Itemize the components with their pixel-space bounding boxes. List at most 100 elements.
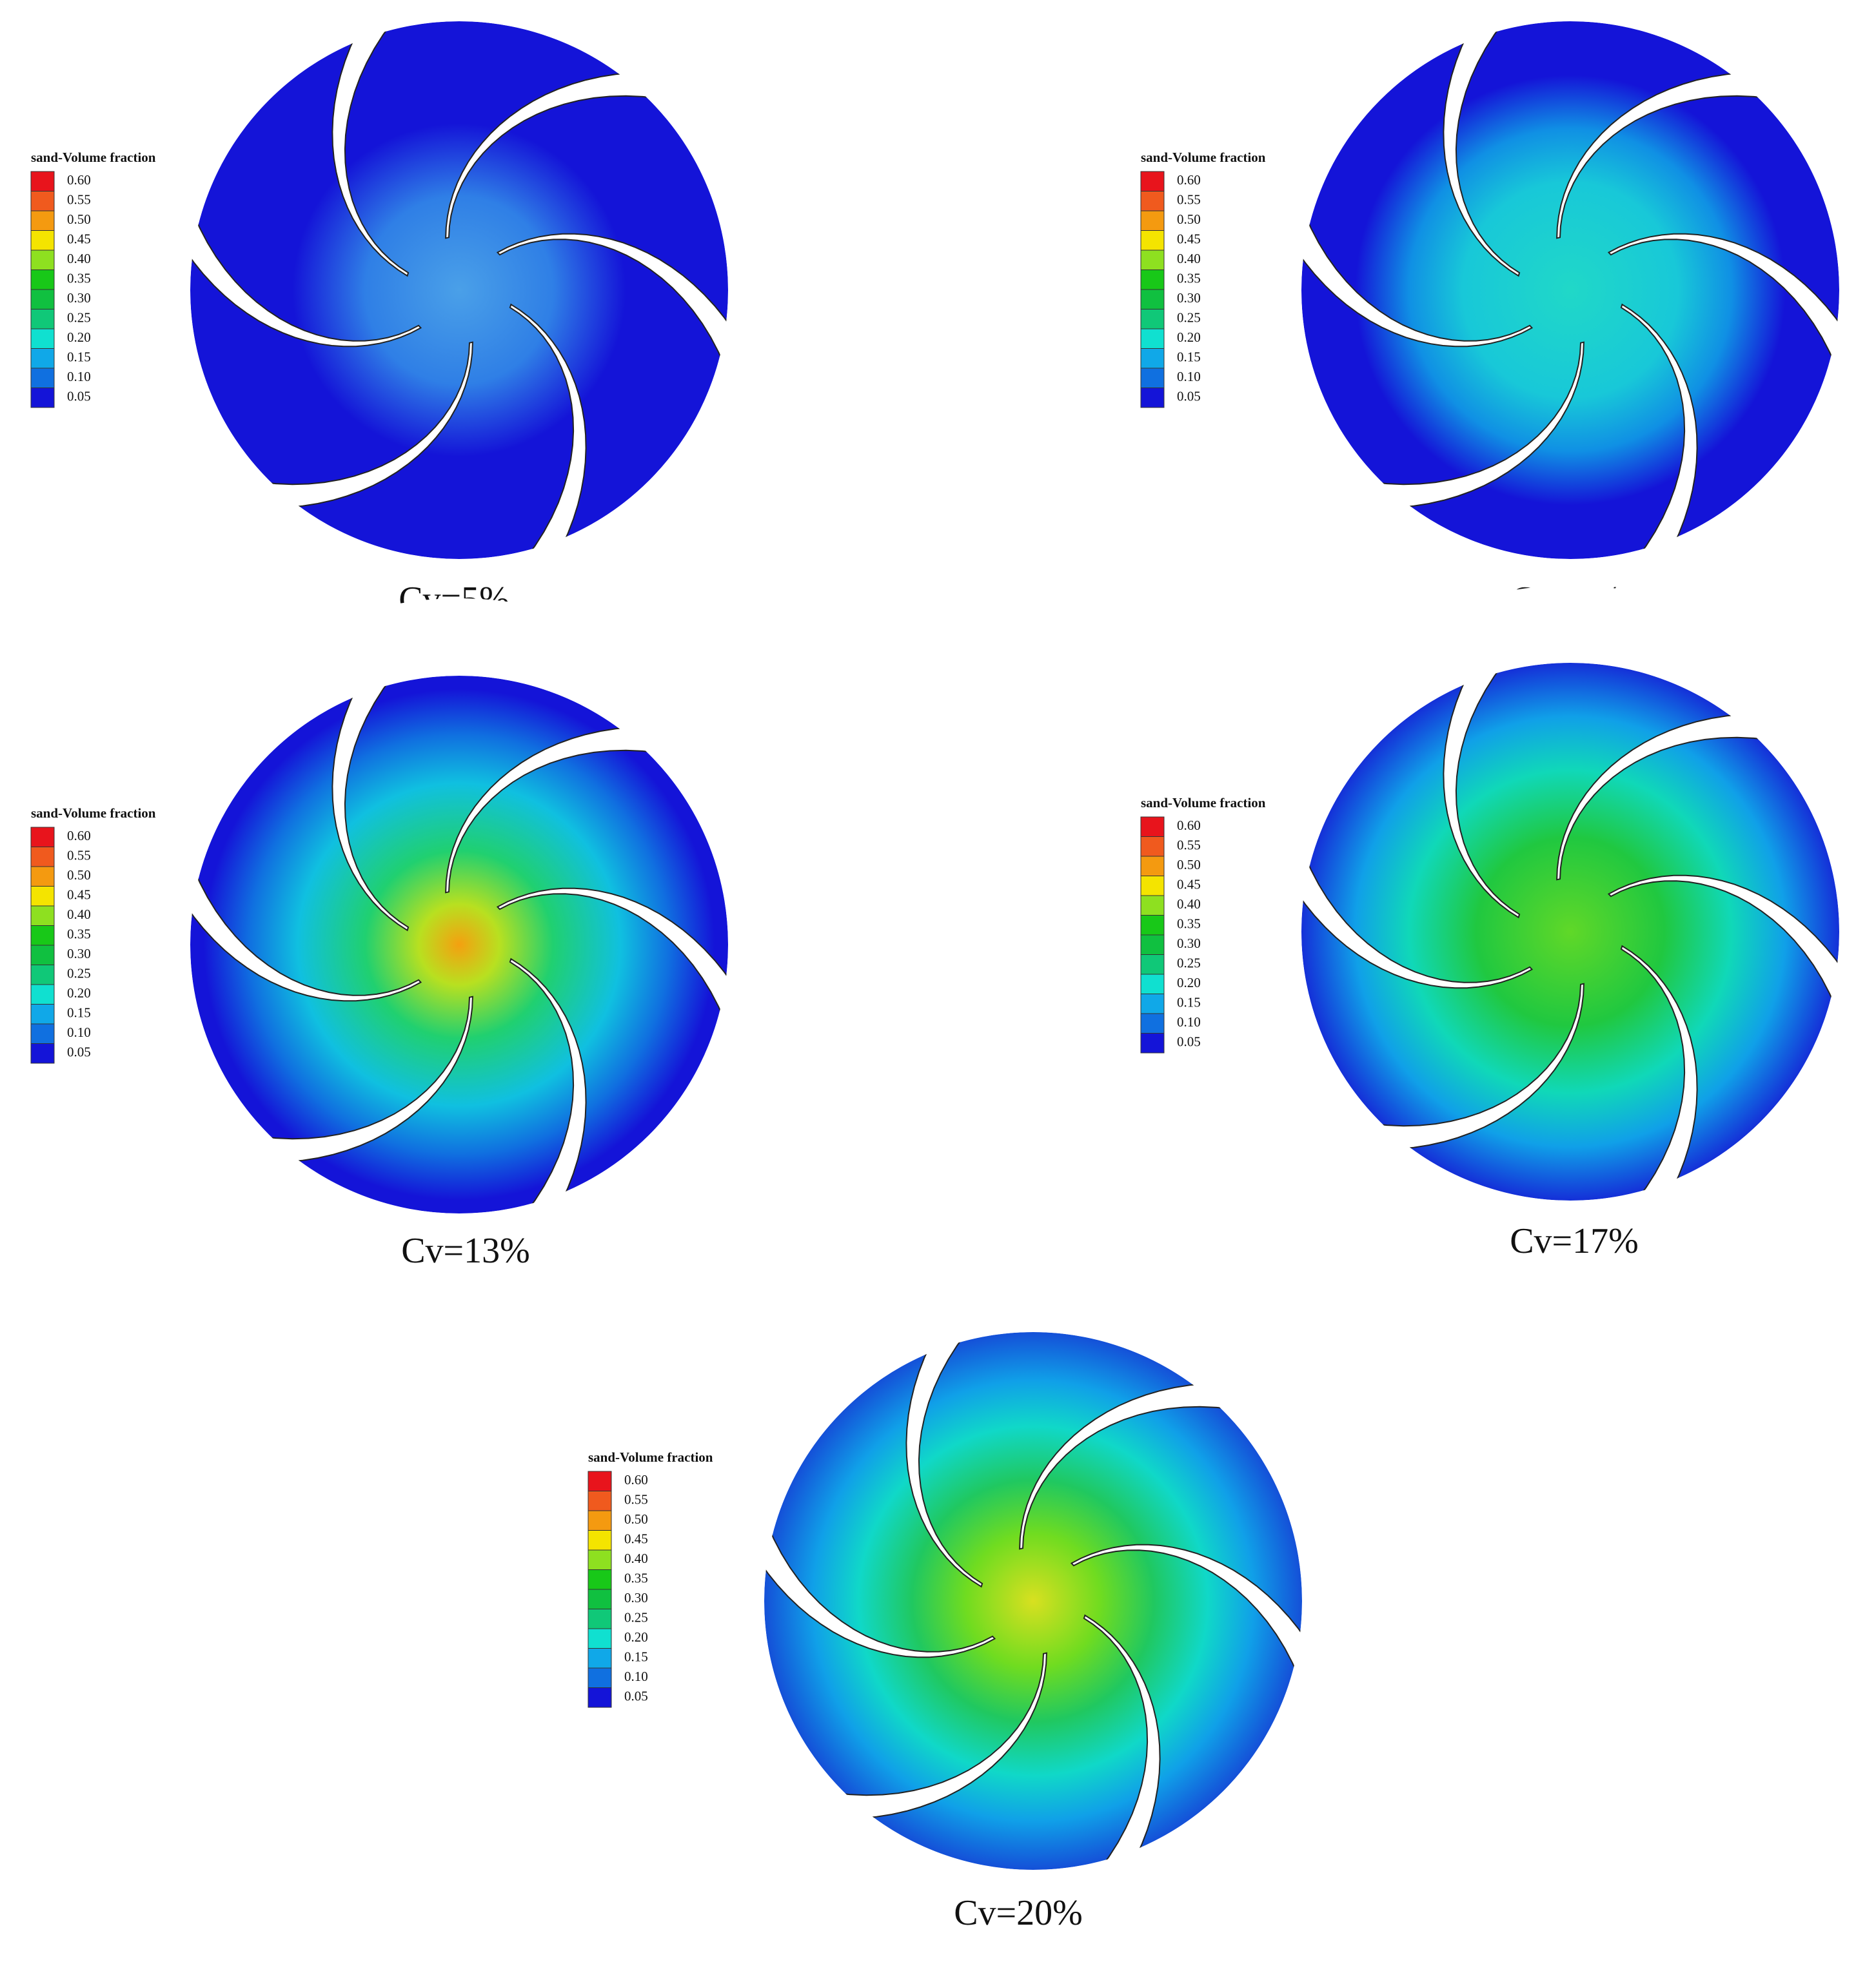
legend-label: 0.20 (1177, 975, 1201, 990)
legend-label: 0.30 (67, 290, 91, 306)
legend-label: 0.35 (67, 926, 91, 941)
legend-label: 0.50 (1177, 211, 1201, 227)
legend-swatch (587, 1471, 612, 1491)
legend-title: sand-Volume fraction (31, 805, 156, 821)
legend-swatch (1140, 210, 1165, 231)
legend-swatch (1140, 191, 1165, 211)
legend-label: 0.20 (624, 1629, 648, 1645)
legend-swatch (587, 1510, 612, 1531)
legend-label: 0.60 (67, 828, 91, 843)
legend-label: 0.40 (1177, 896, 1201, 912)
legend-swatch (1140, 250, 1165, 270)
legend-label: 0.10 (67, 369, 91, 384)
rim-mask (687, 1255, 1379, 1947)
legend-swatch (1140, 974, 1165, 994)
legend-swatch (587, 1648, 612, 1669)
legend-title: sand-Volume fraction (1141, 795, 1266, 810)
legend-label: 0.50 (624, 1511, 648, 1527)
legend-swatch (30, 348, 55, 369)
legend-swatch (587, 1491, 612, 1511)
legend-label: 0.25 (67, 309, 91, 325)
legend-label: 0.40 (67, 907, 91, 922)
legend-label: 0.35 (1177, 916, 1201, 931)
legend-label: 0.15 (1177, 349, 1201, 364)
legend-swatch (30, 171, 55, 191)
legend-label: 0.10 (67, 1025, 91, 1040)
legend-label: 0.60 (1177, 172, 1201, 188)
rim-mask (1224, 585, 1876, 1278)
legend-swatch (30, 945, 55, 965)
legend-label: 0.20 (67, 329, 91, 345)
legend-swatch (1140, 270, 1165, 290)
legend-swatch (587, 1569, 612, 1590)
legend-label: 0.55 (1177, 837, 1201, 852)
legend-label: 0.45 (67, 887, 91, 902)
legend-label: 0.60 (67, 172, 91, 188)
legend-swatch (1140, 328, 1165, 349)
legend-swatch (30, 309, 55, 329)
legend-swatch (1140, 309, 1165, 329)
legend-label: 0.30 (624, 1590, 648, 1605)
legend-label: 0.40 (67, 251, 91, 266)
impeller (113, 0, 805, 636)
legend-label: 0.35 (1177, 270, 1201, 286)
legend-label: 0.30 (67, 946, 91, 961)
legend-label: 0.25 (67, 965, 91, 981)
caption: Cv=17% (1510, 1221, 1639, 1261)
legend-label: 0.45 (1177, 231, 1201, 246)
legend-swatch (1140, 895, 1165, 916)
legend-swatch (30, 1004, 55, 1025)
legend-swatch (587, 1549, 612, 1570)
legend-swatch (30, 388, 55, 408)
legend-swatch (30, 328, 55, 349)
legend-label: 0.30 (1177, 936, 1201, 951)
impeller (113, 598, 805, 1291)
legend-label: 0.25 (1177, 309, 1201, 325)
legend-swatch (30, 984, 55, 1005)
legend-swatch (30, 270, 55, 290)
legend-swatch (1140, 934, 1165, 955)
rim-mask (113, 0, 805, 636)
legend-label: 0.10 (1177, 369, 1201, 384)
legend-swatch (587, 1609, 612, 1629)
legend-label: 0.50 (1177, 857, 1201, 872)
legend-swatch (30, 210, 55, 231)
legend-swatch (1140, 289, 1165, 309)
legend-swatch (1140, 816, 1165, 837)
legend-label: 0.60 (1177, 818, 1201, 833)
legend-swatch (1140, 856, 1165, 876)
legend-swatch (30, 368, 55, 388)
legend-label: 0.35 (624, 1570, 648, 1585)
legend-label: 0.20 (67, 985, 91, 1001)
legend-swatch (30, 1023, 55, 1044)
legend-label: 0.60 (624, 1472, 648, 1487)
legend-label: 0.50 (67, 211, 91, 227)
legend-swatch (30, 289, 55, 309)
legend-swatch (1140, 836, 1165, 857)
legend-title: sand-Volume fraction (31, 150, 156, 165)
legend-swatch (30, 905, 55, 926)
legend-label: 0.45 (1177, 876, 1201, 892)
legend-label: 0.05 (67, 388, 91, 404)
legend-label: 0.15 (1177, 994, 1201, 1010)
caption: Cv=13% (401, 1231, 530, 1271)
legend-label: 0.55 (624, 1491, 648, 1507)
legend-swatch (587, 1530, 612, 1551)
legend-swatch (1140, 1033, 1165, 1054)
legend-swatch (1140, 876, 1165, 896)
legend-swatch (1140, 994, 1165, 1014)
legend-label: 0.15 (67, 1005, 91, 1020)
legend-swatch (587, 1687, 612, 1708)
legend-label: 0.35 (67, 270, 91, 286)
legend-label: 0.45 (67, 231, 91, 246)
legend-label: 0.20 (1177, 329, 1201, 345)
legend-label: 0.50 (67, 867, 91, 883)
legend-swatch (30, 230, 55, 251)
legend-swatch (30, 886, 55, 907)
legend-swatch (30, 1043, 55, 1064)
legend-label: 0.05 (67, 1044, 91, 1059)
legend-swatch (30, 847, 55, 867)
impeller (1224, 585, 1876, 1278)
legend-label: 0.55 (67, 847, 91, 863)
